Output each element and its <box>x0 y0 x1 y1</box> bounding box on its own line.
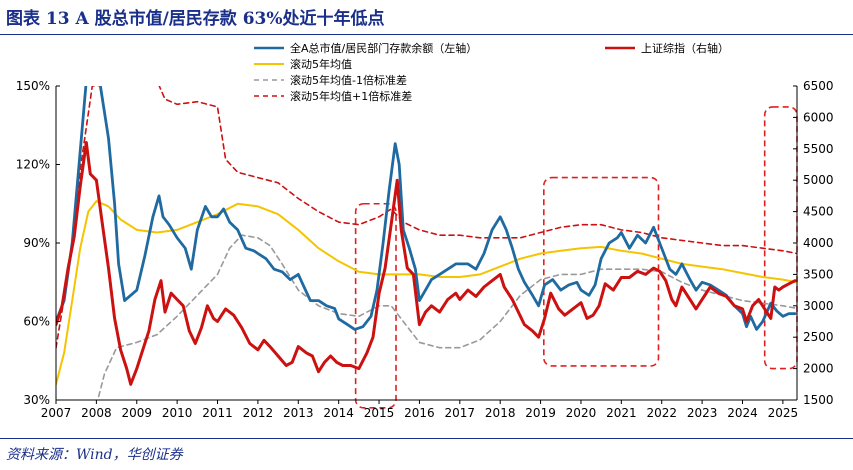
x-tick-label: 2011 <box>202 406 233 420</box>
x-tick-label: 2012 <box>243 406 274 420</box>
y-right-tick-label: 4000 <box>803 236 834 250</box>
legend-label-plus: 滚动5年均值+1倍标准差 <box>290 89 412 103</box>
legend-label-ma: 滚动5年均值 <box>290 57 352 71</box>
x-tick-label: 2013 <box>283 406 314 420</box>
y-right-tick-label: 3000 <box>803 299 834 313</box>
y-right-tick-label: 6500 <box>803 79 834 93</box>
y-left-tick-label: 120% <box>16 158 50 172</box>
x-tick-label: 2008 <box>81 406 112 420</box>
bottom-rule <box>0 438 853 439</box>
legend-background <box>250 40 590 104</box>
x-tick-label: 2021 <box>606 406 637 420</box>
x-tick-label: 2009 <box>121 406 152 420</box>
highlight-boxes <box>354 106 798 409</box>
x-tick-label: 2016 <box>404 406 435 420</box>
x-tick-label: 2007 <box>41 406 72 420</box>
tick-labels: 30% 60% 90% 120% 150% 1500 2000 2500 3000 3500 400… <box>16 79 834 420</box>
y-right-tick-label: 6000 <box>803 110 834 124</box>
x-tick-label: 2025 <box>768 406 799 420</box>
y-left-tick-label: 60% <box>23 315 50 329</box>
x-tick-label: 2019 <box>525 406 556 420</box>
y-right-tick-label: 3500 <box>803 267 834 281</box>
series-line-ratio <box>56 86 797 331</box>
source-note: 资料来源：Wind，华创证券 <box>6 447 183 463</box>
legend-label-minus: 滚动5年均值-1倍标准差 <box>290 73 407 87</box>
axes <box>55 85 798 404</box>
x-tick-label: 2020 <box>566 406 597 420</box>
x-tick-label: 2018 <box>485 406 516 420</box>
y-right-tick-label: 2000 <box>803 362 834 376</box>
x-tick-label: 2014 <box>323 406 354 420</box>
legend-background-right <box>592 40 792 60</box>
x-tick-label: 2017 <box>445 406 476 420</box>
series-layer <box>56 86 797 400</box>
legend: 全A总市值/居民部门存款余额（左轴） 滚动5年均值滚动5年均值-1倍标准差滚动5年… <box>250 40 792 104</box>
y-left-tick-label: 150% <box>16 79 50 93</box>
y-right-tick-label: 4500 <box>803 205 834 219</box>
legend-label-ratio: 全A总市值/居民部门存款余额（左轴） <box>290 41 477 55</box>
highlight-box-0 <box>354 202 397 409</box>
x-tick-label: 2022 <box>646 406 677 420</box>
series-line-plus <box>56 86 797 349</box>
y-left-tick-label: 90% <box>23 236 50 250</box>
title-rule <box>0 34 853 35</box>
series-line-minus <box>96 234 797 400</box>
x-tick-label: 2024 <box>727 406 758 420</box>
y-right-tick-label: 2500 <box>803 330 834 344</box>
series-line-index <box>56 141 797 386</box>
legend-label-index: 上证综指（右轴） <box>641 41 729 55</box>
page-title: 图表 13 A 股总市值/居民存款 63%处近十年低点 <box>6 9 385 29</box>
y-right-tick-label: 1500 <box>803 393 834 407</box>
x-tick-label: 2015 <box>364 406 395 420</box>
highlight-box-2 <box>763 106 798 370</box>
x-tick-label: 2010 <box>162 406 193 420</box>
x-tick-label: 2023 <box>687 406 718 420</box>
y-left-tick-label: 30% <box>23 393 50 407</box>
y-right-tick-label: 5500 <box>803 142 834 156</box>
y-right-tick-label: 5000 <box>803 173 834 187</box>
highlight-box-1 <box>543 176 660 367</box>
